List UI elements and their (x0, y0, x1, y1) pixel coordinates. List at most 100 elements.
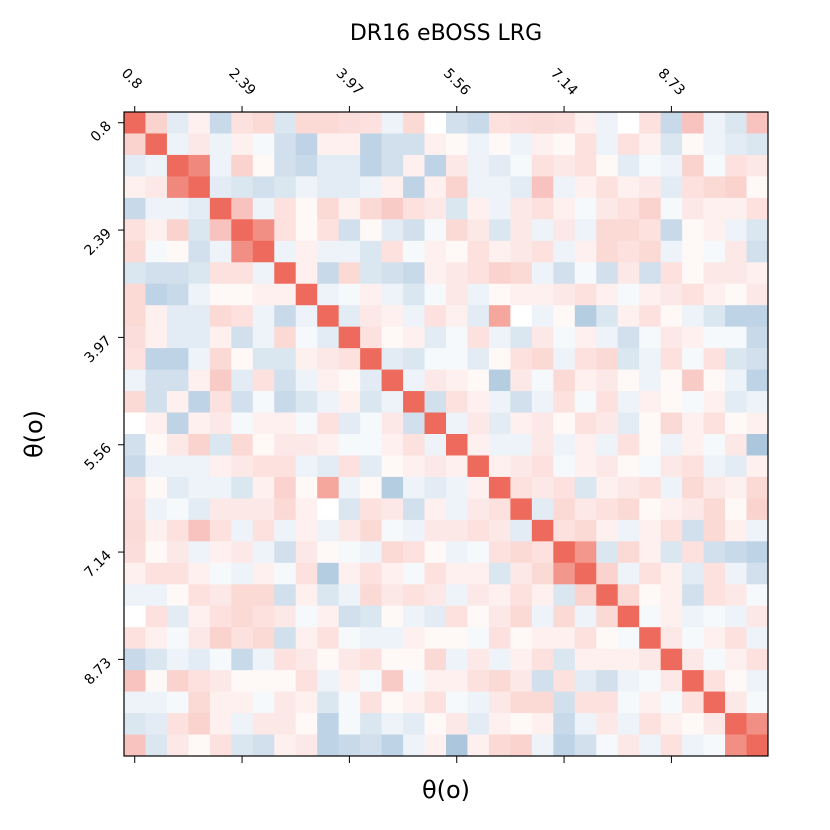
heatmap-cell (617, 691, 640, 714)
heatmap-cell (596, 498, 619, 521)
heatmap-cell (295, 562, 318, 585)
heatmap-cell (295, 326, 318, 349)
heatmap-cell (553, 326, 576, 349)
heatmap-cell (209, 176, 232, 199)
heatmap-cell (338, 519, 361, 542)
heatmap-cell (317, 670, 340, 693)
heatmap-cell (166, 348, 189, 371)
heatmap-cell (467, 391, 490, 414)
heatmap-cell (446, 584, 468, 607)
heatmap-cell (403, 154, 426, 177)
heatmap-cell (231, 498, 254, 521)
heatmap-cell (725, 455, 748, 478)
heatmap-cell (209, 262, 232, 285)
heatmap-cell (381, 434, 404, 456)
heatmap-cell (424, 562, 447, 585)
left-tick-label: 7.14 (81, 548, 114, 581)
heatmap-cell (510, 713, 533, 736)
heatmap-cell (166, 112, 189, 134)
heatmap-cell (424, 519, 447, 542)
heatmap-cell (574, 348, 597, 371)
heatmap-cell (639, 240, 662, 263)
heatmap-cell (317, 154, 340, 177)
heatmap-cell (682, 648, 705, 671)
heatmap-cell (703, 627, 726, 650)
heatmap-cell (682, 734, 705, 757)
heatmap-cell (682, 112, 705, 134)
heatmap-cell (725, 112, 748, 134)
heatmap-cell (574, 305, 597, 328)
heatmap-cell (403, 176, 426, 199)
heatmap-cell (252, 219, 275, 242)
heatmap-cell (360, 348, 383, 371)
heatmap-cell (682, 713, 705, 736)
heatmap-cell (467, 348, 490, 371)
heatmap-cell (682, 434, 705, 456)
heatmap-cell (574, 455, 597, 478)
heatmap-cell (381, 584, 404, 607)
heatmap-cell (617, 240, 640, 263)
heatmap-cell (252, 519, 275, 542)
heatmap-cell (252, 176, 275, 199)
heatmap-cell (209, 476, 232, 499)
heatmap-cell (166, 498, 189, 521)
heatmap-cell (488, 391, 511, 414)
heatmap-cell (531, 219, 554, 242)
heatmap-cell (446, 476, 468, 499)
heatmap-cell (403, 519, 426, 542)
heatmap-cell (381, 713, 404, 736)
heatmap-cell (124, 283, 146, 306)
heatmap-cell (124, 519, 146, 542)
heatmap-cell (467, 219, 490, 242)
heatmap-cell (746, 154, 769, 177)
heatmap-cell (596, 262, 619, 285)
heatmap-cell (145, 476, 168, 499)
heatmap-cell (231, 434, 254, 456)
heatmap-cell (574, 412, 597, 435)
heatmap-cell (381, 455, 404, 478)
heatmap-cell (510, 455, 533, 478)
heatmap-cell (553, 498, 576, 521)
heatmap-cell (360, 283, 383, 306)
heatmap-cell (338, 734, 361, 757)
heatmap-cell (145, 305, 168, 328)
heatmap-cell (209, 391, 232, 414)
heatmap-cell (639, 348, 662, 371)
heatmap-cell (488, 627, 511, 650)
heatmap-cell (467, 434, 490, 456)
heatmap-cell (209, 154, 232, 177)
heatmap-cell (145, 412, 168, 435)
heatmap-cell (617, 627, 640, 650)
heatmap-cell (510, 133, 533, 156)
heatmap-cell (252, 154, 275, 177)
heatmap-cell (209, 240, 232, 263)
heatmap-cell (725, 584, 748, 607)
heatmap-cell (166, 434, 189, 456)
heatmap-cell (381, 154, 404, 177)
heatmap-cell (424, 112, 447, 134)
heatmap-cell (252, 112, 275, 134)
heatmap-cell (639, 584, 662, 607)
heatmap-cell (596, 541, 619, 564)
heatmap-cell (274, 498, 297, 521)
heatmap-cell (746, 262, 769, 285)
heatmap-cell (231, 648, 254, 671)
heatmap-cell (574, 713, 597, 736)
heatmap-cell (252, 133, 275, 156)
heatmap-cell (231, 262, 254, 285)
heatmap-cell (553, 434, 576, 456)
heatmap-cell (467, 734, 490, 757)
heatmap-cell (725, 305, 748, 328)
heatmap-cell (510, 369, 533, 392)
heatmap-cell (725, 498, 748, 521)
heatmap-cell (467, 369, 490, 392)
heatmap-cell (488, 326, 511, 349)
heatmap-cell (703, 369, 726, 392)
heatmap-cell (295, 112, 318, 134)
heatmap-cell (381, 176, 404, 199)
heatmap-cell (510, 648, 533, 671)
heatmap-cell (145, 391, 168, 414)
heatmap-cell (403, 605, 426, 628)
heatmap-cell (703, 648, 726, 671)
heatmap-cell (403, 562, 426, 585)
